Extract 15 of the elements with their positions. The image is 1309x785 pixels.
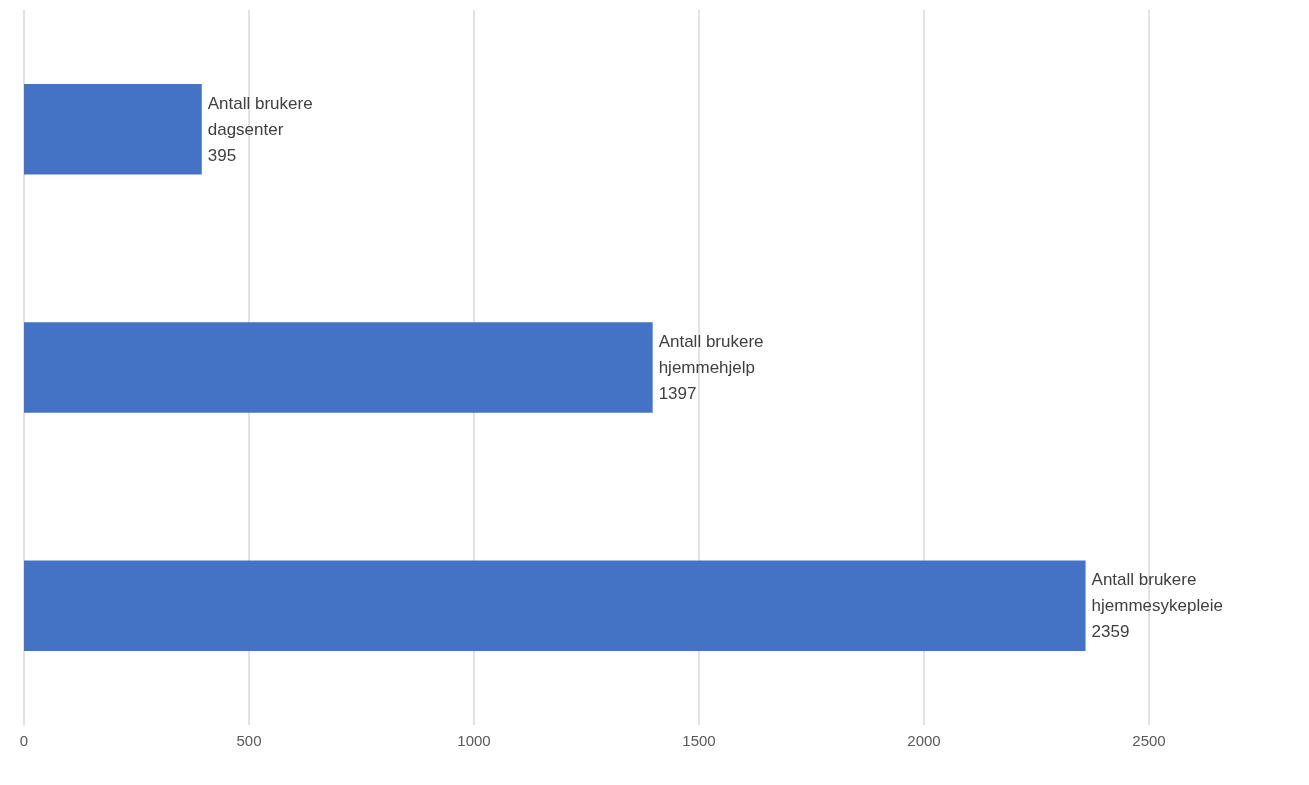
- bar: [24, 560, 1086, 652]
- bar: [24, 83, 202, 175]
- data-label: 1397: [658, 384, 697, 403]
- y-tick-label: Antall brukere hjemmehjelp: [658, 332, 769, 377]
- x-tick-label: 2500: [1132, 732, 1166, 749]
- data-label: 395: [207, 145, 237, 165]
- x-tick-label: 1000: [457, 732, 491, 749]
- x-tick-label: 500: [236, 732, 262, 749]
- bar: [24, 322, 653, 413]
- data-label: 2359: [1091, 622, 1130, 642]
- x-tick-label: 1500: [682, 732, 716, 749]
- y-tick-label: Antall brukere hjemmesykepleie: [1091, 570, 1223, 616]
- x-tick-label: 0: [19, 732, 29, 749]
- y-tick-label: Antall brukere dagsenter: [207, 93, 318, 139]
- x-tick-label: 2000: [907, 732, 941, 749]
